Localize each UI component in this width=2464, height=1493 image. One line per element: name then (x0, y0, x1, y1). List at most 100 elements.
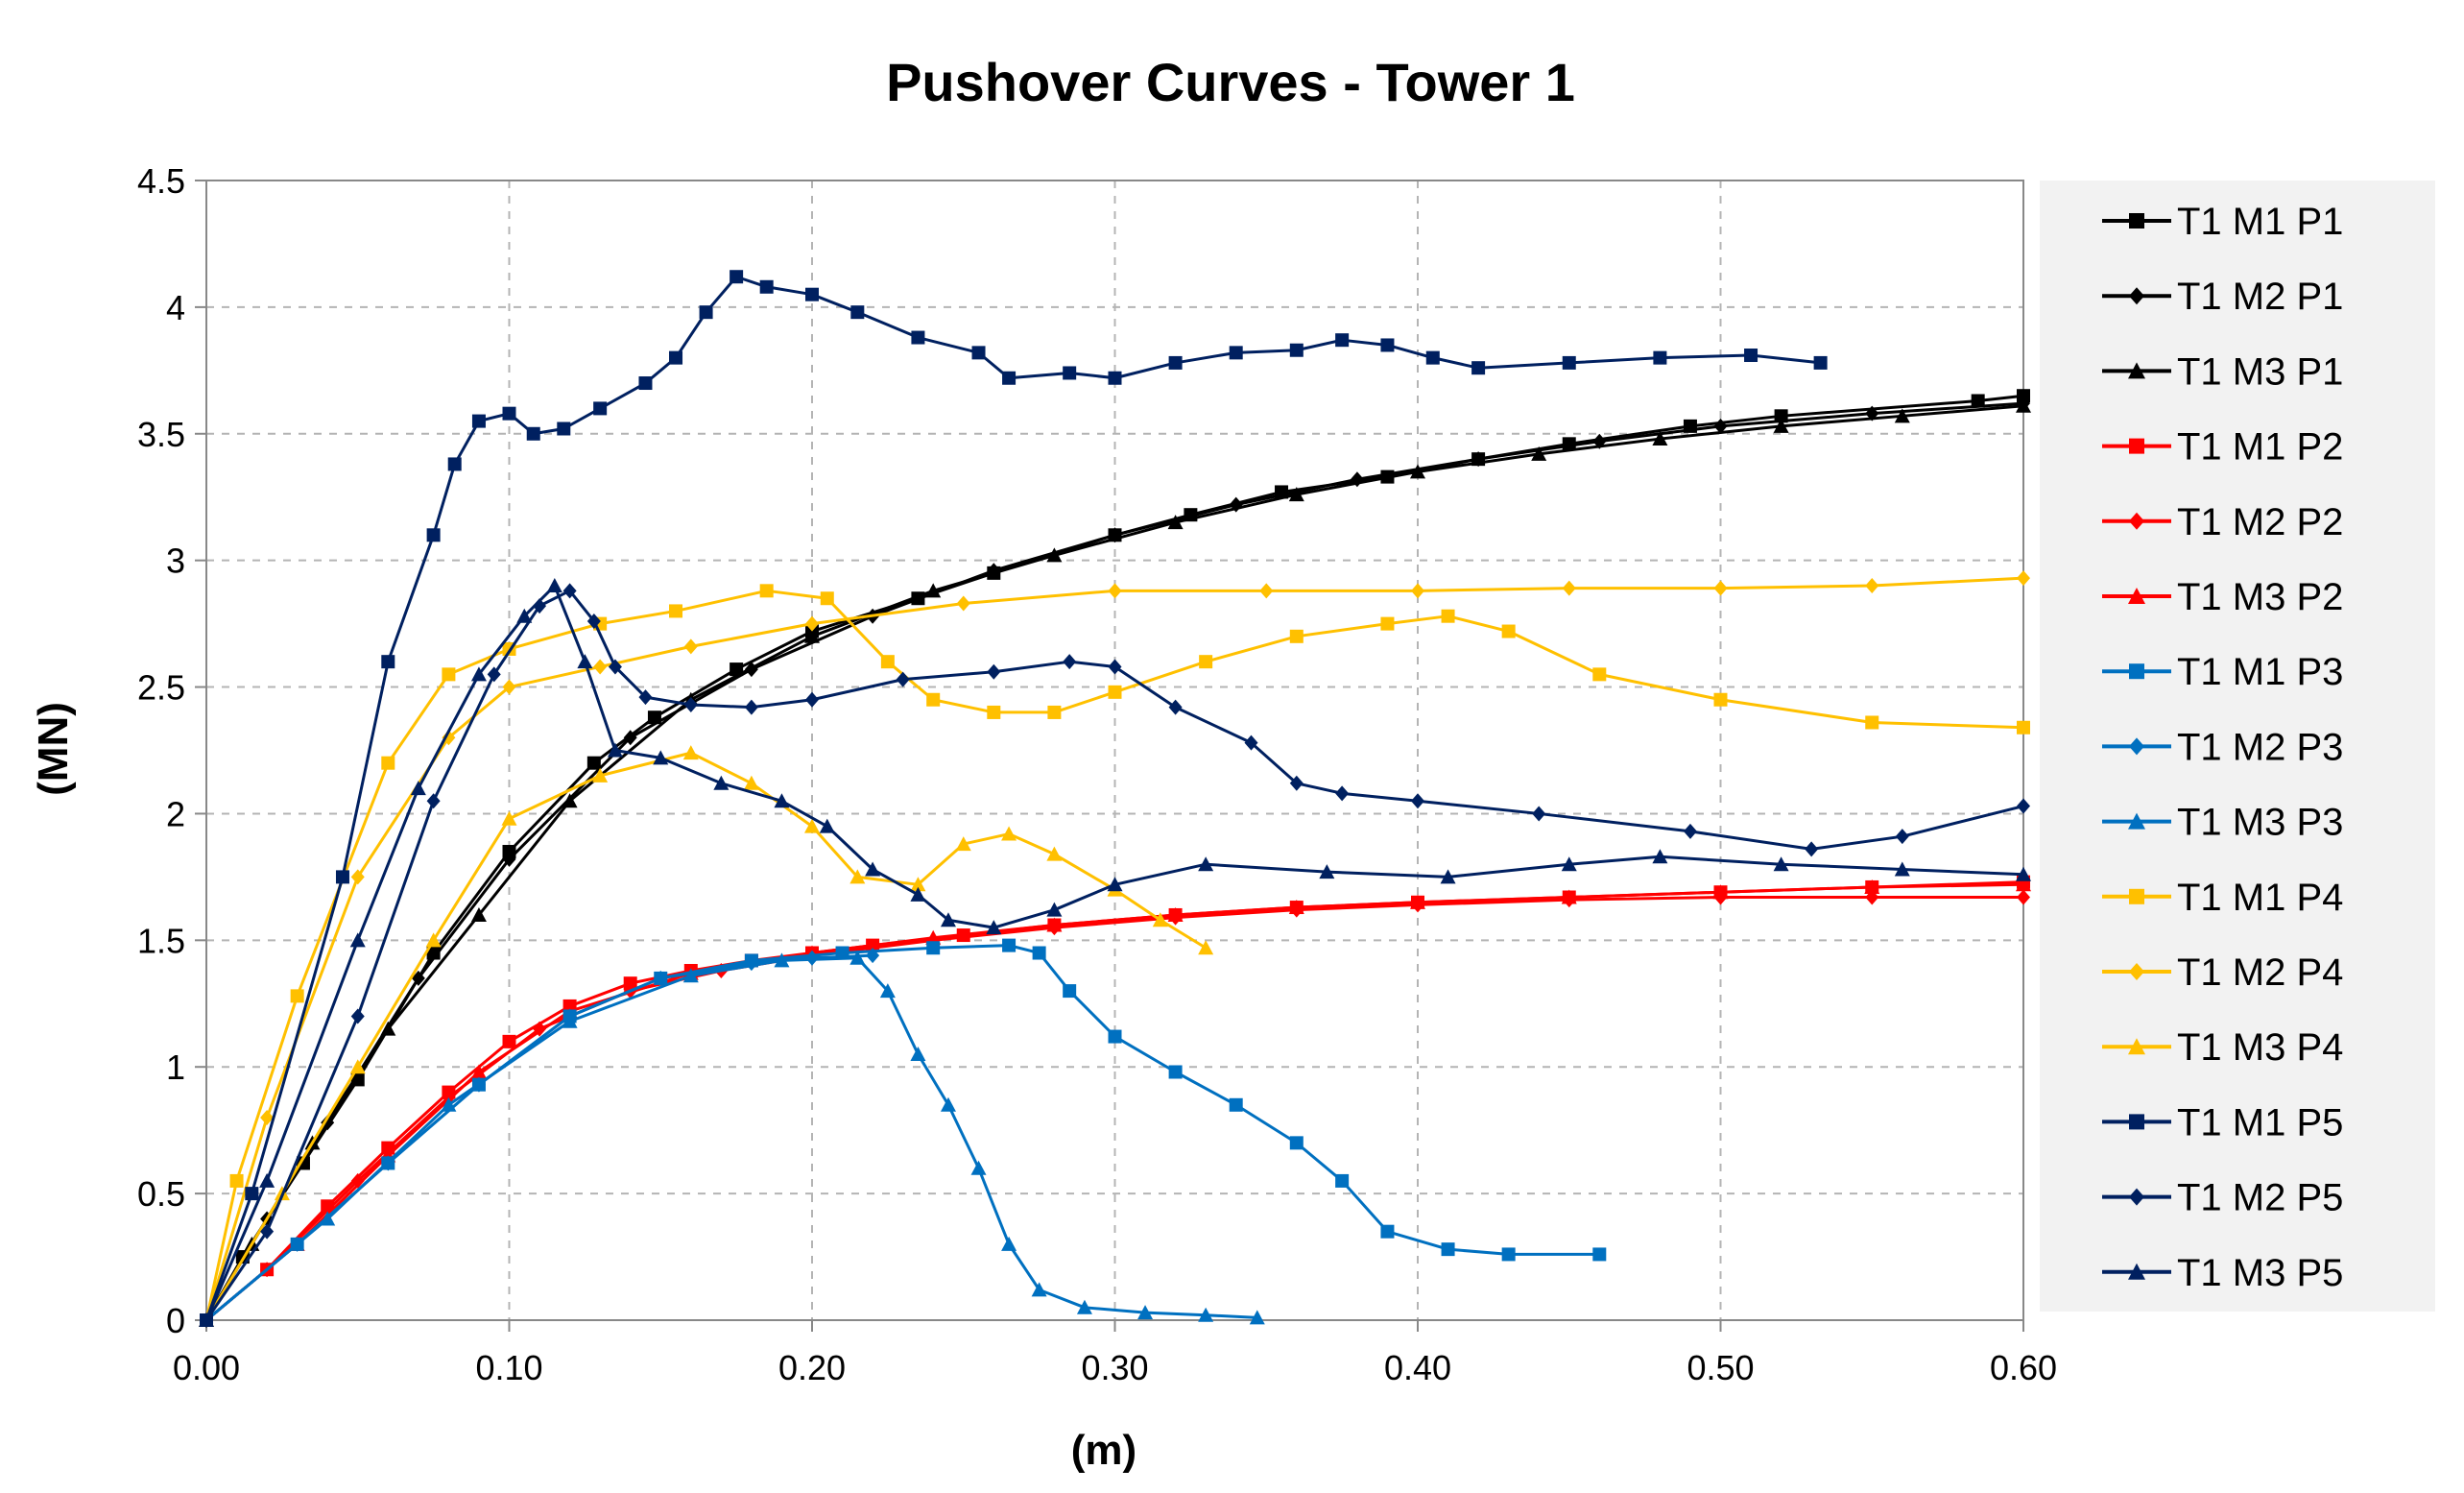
data-point (1319, 864, 1335, 879)
data-point (1229, 346, 1243, 360)
data-point (442, 667, 456, 682)
data-point (669, 604, 683, 618)
data-point (526, 426, 540, 441)
data-point (653, 750, 669, 765)
x-tick-label: 0.30 (1081, 1348, 1148, 1387)
series-line (205, 956, 1257, 1322)
data-point (381, 655, 395, 669)
data-point (1501, 1247, 1516, 1262)
data-point (1108, 1029, 1122, 1044)
data-point (1773, 856, 1789, 872)
series-t1-m2-p4 (200, 570, 2030, 1328)
data-point (925, 929, 942, 945)
data-point (2128, 362, 2145, 379)
data-point (2129, 963, 2144, 980)
x-axis-label: (m) (1071, 1427, 1136, 1474)
x-tick-label: 0.00 (173, 1348, 240, 1387)
data-point (349, 1059, 366, 1074)
data-point (562, 1013, 578, 1028)
data-point (956, 595, 970, 612)
x-tick-label: 0.60 (1990, 1348, 2057, 1387)
data-point (940, 912, 956, 927)
data-point (586, 756, 601, 770)
data-point (1168, 1065, 1183, 1079)
data-point (699, 305, 713, 320)
data-point (1652, 849, 1668, 864)
legend-entry: T1 M3 P5 (2102, 1252, 2343, 1294)
data-point (350, 869, 365, 885)
data-point (986, 920, 1002, 935)
data-point (926, 692, 941, 707)
data-point (470, 906, 487, 922)
data-point (925, 583, 942, 598)
legend-label: T1 M3 P2 (2177, 576, 2343, 618)
data-point (1865, 715, 1879, 730)
data-point (1440, 869, 1456, 884)
data-point (1562, 355, 1576, 370)
data-point (683, 638, 698, 655)
data-point (849, 869, 866, 884)
data-point (1713, 692, 1728, 707)
data-point (470, 1064, 487, 1079)
data-point (1894, 408, 1910, 423)
legend-entry: T1 M2 P3 (2102, 726, 2343, 768)
data-point (2129, 438, 2144, 454)
data-point (593, 401, 608, 416)
data-point (350, 1008, 365, 1024)
data-point (1425, 350, 1440, 365)
y-tick-label: 1 (166, 1048, 185, 1087)
data-point (669, 350, 683, 365)
data-point (730, 270, 744, 284)
data-point (442, 730, 456, 746)
data-point (638, 689, 653, 706)
data-point (1653, 350, 1667, 365)
data-point (608, 659, 622, 675)
data-point (1108, 371, 1122, 385)
data-point (1259, 583, 1274, 599)
data-point (1380, 1224, 1395, 1239)
data-point (1046, 547, 1063, 563)
data-point (2128, 1038, 2145, 1055)
legend-entry: T1 M3 P4 (2102, 1026, 2343, 1069)
x-tick-label: 0.40 (1384, 1348, 1451, 1387)
y-tick-label: 1.5 (137, 921, 185, 960)
data-point (1864, 879, 1880, 894)
plot-area-frame (205, 180, 2024, 1321)
series-layer (199, 270, 2031, 1328)
legend-label: T1 M3 P3 (2177, 802, 2343, 844)
y-tick-label: 2 (166, 794, 185, 833)
data-point (713, 775, 730, 790)
data-point (805, 287, 819, 301)
data-point (425, 932, 442, 948)
y-tick-label: 4 (166, 288, 185, 327)
data-point (1441, 609, 1455, 623)
series-line (204, 576, 2024, 1321)
data-point (586, 613, 601, 629)
data-point (1031, 1282, 1047, 1297)
data-point (1411, 793, 1424, 809)
data-point (1168, 355, 1183, 370)
data-point (819, 818, 835, 833)
data-point (2129, 213, 2144, 229)
data-point (1288, 900, 1304, 915)
data-point (911, 330, 925, 345)
data-point (502, 1034, 516, 1048)
data-point (2017, 798, 2030, 814)
data-point (1046, 902, 1063, 917)
data-point (1249, 1310, 1265, 1325)
data-point (411, 970, 425, 986)
x-tick-label: 0.20 (778, 1348, 846, 1387)
chart-title: Pushover Curves - Tower 1 (886, 52, 1575, 112)
data-point (260, 1223, 275, 1240)
legend-entry: T1 M1 P2 (2102, 426, 2343, 469)
data-point (1562, 580, 1576, 596)
data-point (1137, 1305, 1154, 1320)
legend-entry: T1 M2 P4 (2102, 951, 2343, 994)
data-point (1046, 917, 1063, 932)
legend-entry: T1 M1 P1 (2102, 201, 2343, 243)
data-point (426, 793, 441, 809)
data-point (805, 691, 819, 708)
legend-label: T1 M3 P4 (2177, 1026, 2343, 1069)
data-point (879, 983, 896, 999)
